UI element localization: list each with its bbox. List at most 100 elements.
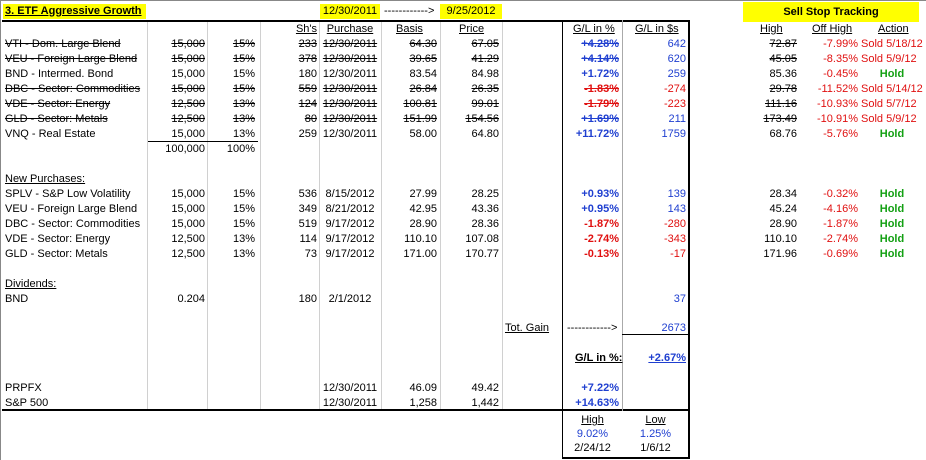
price-header: Price bbox=[459, 23, 485, 35]
row-gl-pct: +0.95% bbox=[581, 203, 619, 215]
row-action: Sold 5/7/12 bbox=[861, 98, 917, 110]
high-header: High bbox=[760, 23, 783, 35]
row-shares: 73 bbox=[304, 248, 317, 260]
row-gl-usd: 143 bbox=[667, 203, 686, 215]
row-amount: 15,000 bbox=[171, 38, 205, 50]
row-off-high: -10.91% bbox=[817, 113, 858, 125]
row-price: 84.98 bbox=[471, 68, 499, 80]
totals-line bbox=[148, 141, 258, 142]
row-price: 99.01 bbox=[471, 98, 499, 110]
row-action: Sold 5/9/12 bbox=[861, 113, 917, 125]
row-off-high: -1.87% bbox=[823, 218, 858, 230]
action-header: Action bbox=[878, 23, 909, 35]
col-divider bbox=[147, 22, 148, 409]
row-date: 12/30/2011 bbox=[322, 98, 378, 110]
row-off-high: -0.32% bbox=[823, 188, 858, 200]
row-action: Sold 5/9/12 bbox=[861, 53, 917, 65]
page-title: 3. ETF Aggressive Growth bbox=[5, 5, 142, 17]
row-gl-usd: 620 bbox=[667, 53, 686, 65]
row-shares: 114 bbox=[299, 233, 317, 245]
row-high: 72.87 bbox=[769, 38, 797, 50]
row-gl-pct: +4.14% bbox=[581, 53, 619, 65]
row-pct: 15% bbox=[232, 188, 255, 200]
row-pct: 15% bbox=[232, 218, 255, 230]
dividend-amount: 0.204 bbox=[177, 293, 205, 305]
row-gl-pct: -1.87% bbox=[584, 218, 619, 230]
row-gl-pct: -0.13% bbox=[584, 248, 619, 260]
row-pct: 13% bbox=[232, 233, 255, 245]
row-gl-usd: 642 bbox=[667, 38, 686, 50]
row-basis: 110.10 bbox=[404, 233, 437, 245]
end-date-highlight bbox=[440, 4, 502, 19]
row-shares: 233 bbox=[298, 38, 317, 50]
row-price: 41.29 bbox=[471, 53, 499, 65]
row-gl-usd: -223 bbox=[663, 98, 686, 110]
off-high-header: Off High bbox=[812, 23, 853, 35]
row-basis: 100.81 bbox=[403, 98, 437, 110]
dividend-name: BND bbox=[5, 293, 29, 305]
bottom-box-right bbox=[688, 409, 690, 459]
row-high: 111.16 bbox=[764, 98, 797, 110]
row-action: Hold bbox=[879, 233, 905, 245]
row-name: VDE - Sector: Energy bbox=[5, 233, 111, 245]
row-shares: 259 bbox=[298, 128, 317, 140]
row-shares: 536 bbox=[298, 188, 317, 200]
row-name: VTI - Dom. Large Blend bbox=[5, 38, 121, 50]
sell-stop-title: Sell Stop Tracking bbox=[783, 6, 879, 18]
benchmark-date: 12/30/2011 bbox=[322, 382, 378, 394]
row-name: GLD - Sector: Metals bbox=[5, 113, 108, 125]
row-gl-pct: -1.79% bbox=[584, 98, 619, 110]
start-date: 12/30/2011 bbox=[322, 5, 378, 17]
row-amount: 15,000 bbox=[171, 68, 205, 80]
gl-pct-label: G/L in %: bbox=[575, 352, 623, 364]
tot-gain-underline bbox=[622, 334, 688, 335]
benchmark-basis: 46.09 bbox=[409, 382, 437, 394]
row-off-high: -0.69% bbox=[823, 248, 858, 260]
dividend-shares: 180 bbox=[298, 293, 317, 305]
row-date: 12/30/2011 bbox=[322, 113, 378, 125]
row-action: Hold bbox=[879, 203, 905, 215]
col-divider bbox=[502, 22, 503, 409]
row-price: 67.05 bbox=[471, 38, 499, 50]
end-date: 9/25/2012 bbox=[446, 5, 496, 17]
row-shares: 124 bbox=[298, 98, 317, 110]
start-date-highlight bbox=[320, 4, 380, 19]
bottom-box-left bbox=[562, 409, 563, 459]
total-amount: 100,000 bbox=[165, 143, 205, 155]
row-off-high: -2.74% bbox=[823, 233, 858, 245]
benchmark-gl-pct: +7.22% bbox=[581, 382, 619, 394]
shares-header: Sh's bbox=[295, 23, 317, 35]
row-gl-usd: 259 bbox=[667, 68, 686, 80]
benchmark-name: PRPFX bbox=[5, 382, 42, 394]
new-purchases-label: New Purchases: bbox=[5, 173, 86, 185]
row-price: 64.80 bbox=[471, 128, 499, 140]
highlow-high-date: 2/24/12 bbox=[574, 442, 611, 454]
row-gl-usd: 211 bbox=[668, 113, 686, 125]
benchmark-gl-pct: +14.63% bbox=[575, 397, 619, 409]
row-high: 45.05 bbox=[769, 53, 797, 65]
row-name: DBC - Sector: Commodities bbox=[5, 218, 141, 230]
row-amount: 15,000 bbox=[171, 218, 205, 230]
row-gl-usd: -280 bbox=[663, 218, 686, 230]
gl-pct-header: G/L in % bbox=[573, 23, 615, 35]
row-date: 8/21/2012 bbox=[325, 203, 375, 215]
row-name: VNQ - Real Estate bbox=[5, 128, 96, 140]
row-pct: 13% bbox=[232, 248, 255, 260]
title-highlight bbox=[3, 4, 146, 19]
row-action: Hold bbox=[879, 188, 905, 200]
row-pct: 15% bbox=[232, 68, 255, 80]
row-date: 9/17/2012 bbox=[325, 233, 375, 245]
col-divider bbox=[381, 22, 382, 409]
row-off-high: -4.16% bbox=[823, 203, 858, 215]
row-gl-pct: +11.72% bbox=[575, 128, 619, 140]
row-shares: 519 bbox=[298, 218, 317, 230]
row-amount: 12,500 bbox=[171, 233, 205, 245]
tot-gain-label: Tot. Gain bbox=[505, 322, 550, 334]
dividend-gl-usd: 37 bbox=[673, 293, 686, 305]
row-pct: 15% bbox=[232, 203, 255, 215]
row-price: 107.08 bbox=[465, 233, 499, 245]
row-pct: 13% bbox=[232, 113, 255, 125]
row-off-high: -8.35% bbox=[823, 53, 858, 65]
row-amount: 12,500 bbox=[171, 113, 205, 125]
